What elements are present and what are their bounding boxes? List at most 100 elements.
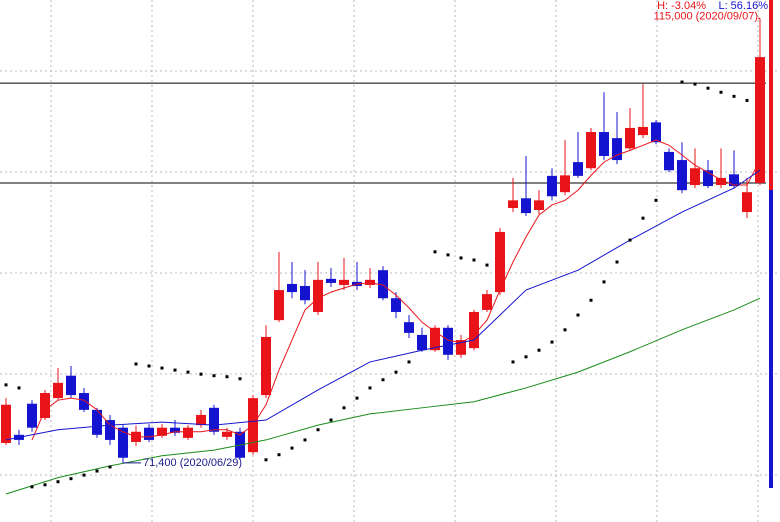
sar-dot xyxy=(225,375,229,379)
sar-dot xyxy=(82,473,86,477)
sar-dot xyxy=(563,328,567,332)
candle-body xyxy=(66,375,76,396)
sar-dot xyxy=(342,406,346,410)
sar-dot xyxy=(199,372,203,376)
candle-body xyxy=(378,270,388,299)
candle-body xyxy=(27,403,37,428)
candle-body xyxy=(417,334,427,351)
candle-body xyxy=(638,126,648,136)
position-bar-up xyxy=(769,0,773,190)
candle-body xyxy=(1,404,11,443)
sar-dot xyxy=(303,438,307,442)
sar-dot xyxy=(550,340,554,344)
candle-body xyxy=(469,311,479,349)
sar-dot xyxy=(680,80,684,84)
candle-body xyxy=(261,336,271,396)
sar-dot xyxy=(238,377,242,381)
candle-body xyxy=(430,327,440,351)
candle-body xyxy=(482,294,492,310)
sar-dot xyxy=(30,485,34,489)
candle-body xyxy=(300,285,310,301)
candle-body xyxy=(157,427,167,436)
sar-dot xyxy=(706,86,710,90)
sar-dot xyxy=(511,360,515,364)
high-change-label: H: -3.04% xyxy=(657,0,706,12)
sar-dot xyxy=(394,370,398,374)
candle-body xyxy=(443,327,453,355)
candle-body xyxy=(664,151,674,171)
sar-dot xyxy=(4,383,8,387)
sar-dot xyxy=(355,396,359,400)
sar-dot xyxy=(589,298,593,302)
sar-dot xyxy=(17,386,21,390)
sar-dot xyxy=(446,253,450,257)
sar-dot xyxy=(381,378,385,382)
sar-dot xyxy=(576,313,580,317)
candle-body xyxy=(703,170,713,187)
candle-body xyxy=(339,279,349,285)
candle-body xyxy=(599,132,609,156)
candle-body xyxy=(144,427,154,440)
candle-body xyxy=(716,177,726,186)
sar-dot xyxy=(108,465,112,469)
moving-average-line xyxy=(5,297,761,495)
moving-average-line xyxy=(31,139,761,441)
sar-dot xyxy=(628,238,632,242)
candle-body xyxy=(365,279,375,285)
candle-body xyxy=(508,200,518,208)
candle-body xyxy=(586,132,596,169)
sar-dot xyxy=(407,360,411,364)
candle-body xyxy=(183,427,193,438)
sar-dot xyxy=(654,198,658,202)
sar-dot xyxy=(147,364,151,368)
candle-body xyxy=(404,322,414,333)
sar-dot xyxy=(316,428,320,432)
sar-dot xyxy=(69,477,73,481)
candle-body xyxy=(456,340,466,355)
sar-dot xyxy=(160,366,164,370)
candle-body xyxy=(196,414,206,426)
candle-body xyxy=(79,393,89,410)
candle-body xyxy=(105,420,115,440)
sar-dot xyxy=(56,480,60,484)
candle-body xyxy=(118,427,128,458)
sar-dot xyxy=(43,483,47,487)
candle-body xyxy=(547,175,557,197)
sar-dot xyxy=(212,374,216,378)
sar-dot xyxy=(693,82,697,86)
sar-dot xyxy=(524,355,528,359)
sar-dot xyxy=(602,280,606,284)
candle-body xyxy=(53,382,63,399)
sar-dot xyxy=(368,386,372,390)
candle-body xyxy=(755,57,765,184)
sar-dot xyxy=(745,98,749,102)
sar-dot xyxy=(615,260,619,264)
sar-dot xyxy=(433,250,437,254)
candle-body xyxy=(287,283,297,293)
sar-dot xyxy=(537,348,541,352)
candle-body xyxy=(742,192,752,213)
candle-body xyxy=(326,278,336,283)
annotation-label: 115,000 (2020/09/07) xyxy=(654,10,758,22)
sar-dot xyxy=(277,453,281,457)
sar-dot xyxy=(95,469,99,473)
candle-body xyxy=(92,409,102,435)
candle-body xyxy=(651,122,661,143)
annotation-label: 71,400 (2020/06/29) xyxy=(143,457,242,469)
sar-dot xyxy=(329,418,333,422)
candle-body xyxy=(170,427,180,433)
sar-dot xyxy=(264,458,268,462)
candle-body xyxy=(521,198,531,214)
position-bar-down xyxy=(769,190,773,488)
candle-body xyxy=(573,162,583,176)
candle-body xyxy=(40,393,50,419)
sar-dot xyxy=(290,446,294,450)
sar-dot xyxy=(641,216,645,220)
candle-body xyxy=(690,168,700,186)
candle-body xyxy=(625,127,635,149)
candle-body xyxy=(612,138,622,161)
low-change-label: L: 56.16% xyxy=(718,0,768,12)
